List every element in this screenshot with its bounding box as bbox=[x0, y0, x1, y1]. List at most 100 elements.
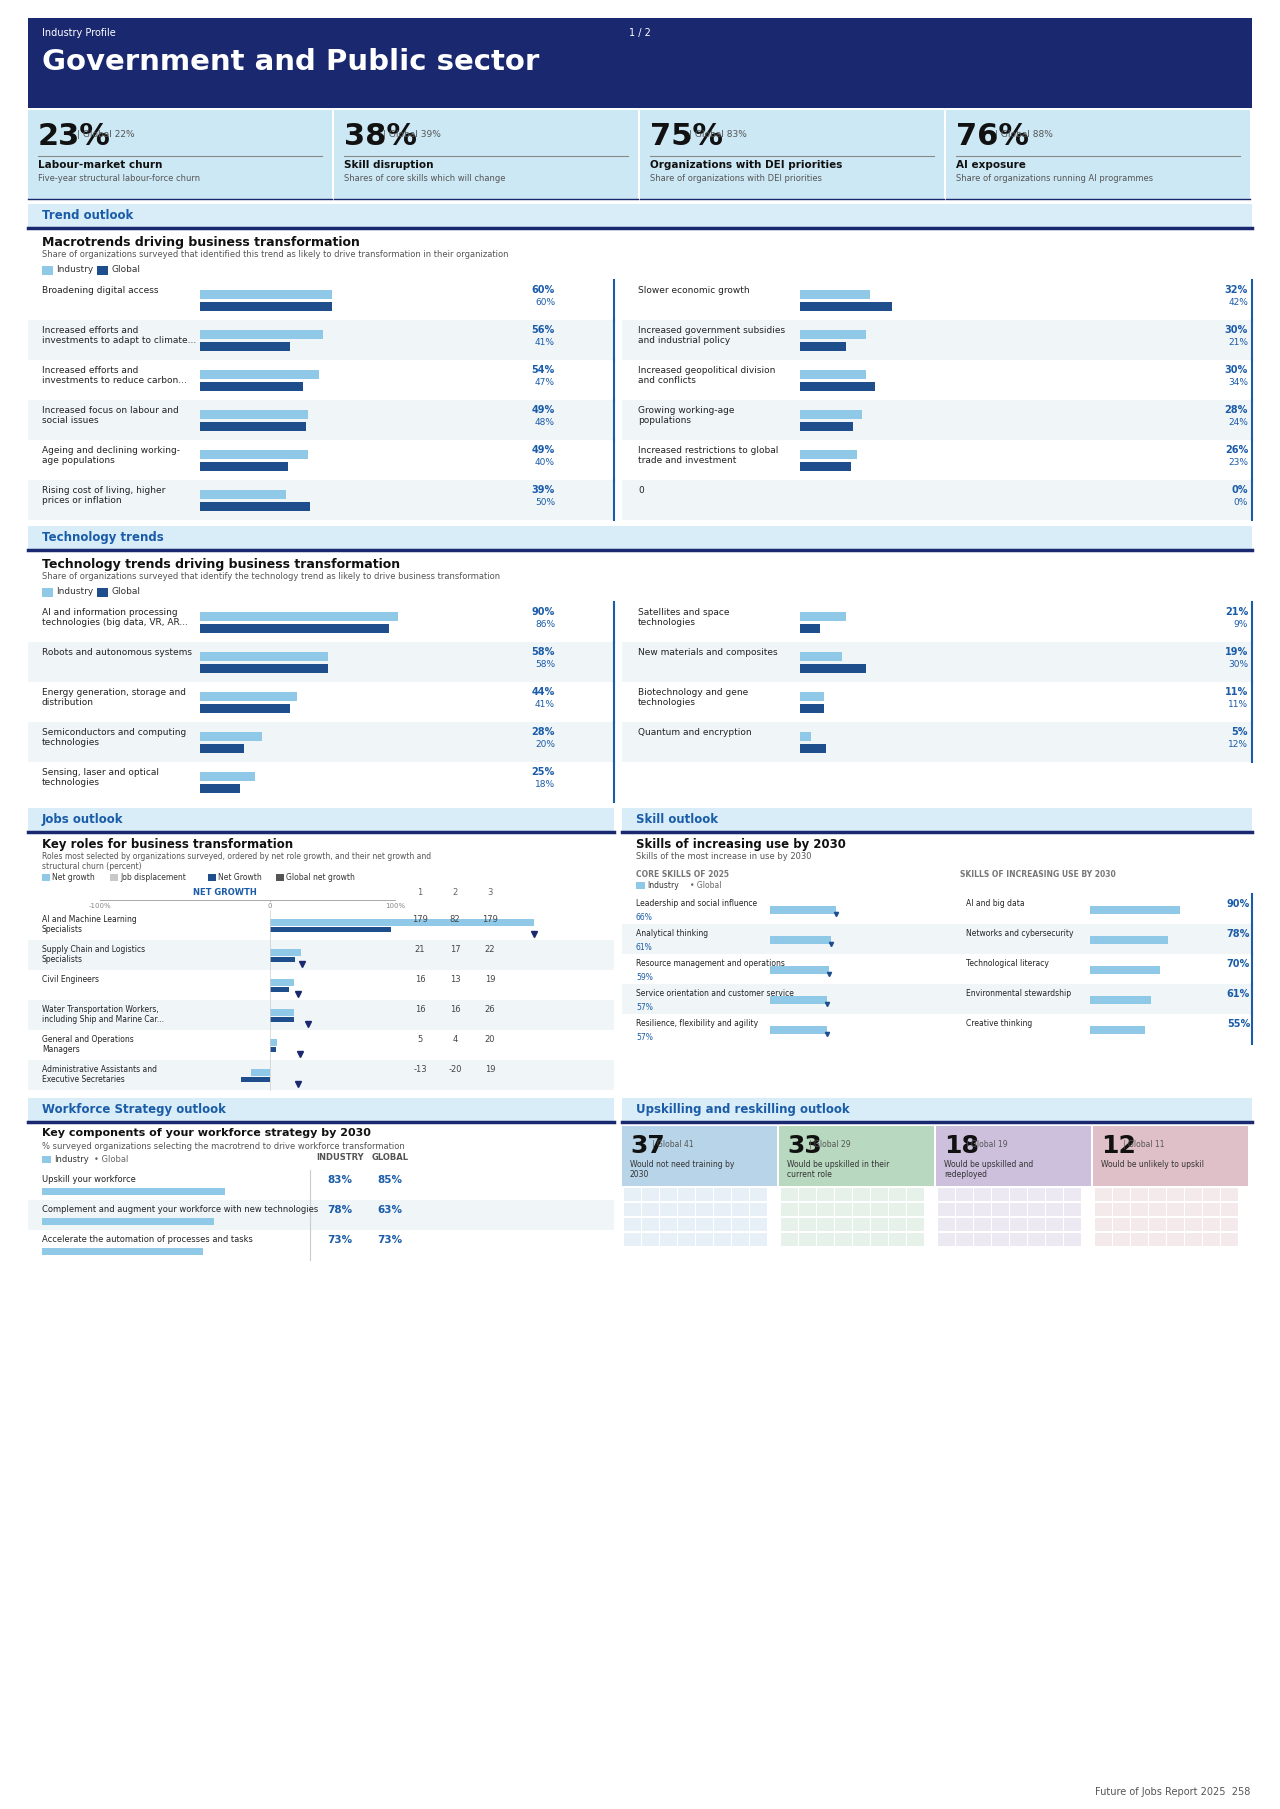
Text: 100%: 100% bbox=[385, 903, 404, 908]
Text: 73%: 73% bbox=[328, 1236, 352, 1245]
Bar bbox=[28, 18, 1252, 109]
Bar bbox=[957, 894, 1252, 924]
Text: 70%: 70% bbox=[1226, 959, 1251, 970]
Text: 86%: 86% bbox=[535, 620, 556, 630]
Bar bbox=[200, 411, 307, 420]
Text: 1 / 2: 1 / 2 bbox=[628, 27, 652, 38]
Bar bbox=[835, 1217, 852, 1230]
Bar bbox=[28, 204, 1252, 228]
Text: Accelerate the automation of processes and tasks: Accelerate the automation of processes a… bbox=[42, 1236, 253, 1245]
Text: INDUSTRY: INDUSTRY bbox=[316, 1152, 364, 1161]
Bar bbox=[1114, 1217, 1130, 1230]
Bar bbox=[1094, 1189, 1112, 1201]
Bar bbox=[270, 979, 293, 986]
Text: 57%: 57% bbox=[636, 1002, 653, 1011]
Bar bbox=[1132, 1217, 1148, 1230]
Text: 5%: 5% bbox=[1231, 727, 1248, 736]
Bar bbox=[1221, 1203, 1238, 1216]
Text: 17: 17 bbox=[449, 944, 461, 953]
Bar bbox=[1093, 1125, 1248, 1187]
Bar bbox=[625, 1203, 641, 1216]
Text: Skill disruption: Skill disruption bbox=[344, 159, 434, 170]
Text: Macrotrends driving business transformation: Macrotrends driving business transformat… bbox=[42, 235, 360, 250]
Text: 28%: 28% bbox=[1225, 405, 1248, 414]
Text: 18: 18 bbox=[945, 1134, 979, 1158]
Text: SKILLS OF INCREASING USE BY 2030: SKILLS OF INCREASING USE BY 2030 bbox=[960, 870, 1116, 879]
Bar bbox=[678, 1189, 695, 1201]
Bar bbox=[956, 1234, 973, 1246]
Text: Industry: Industry bbox=[56, 586, 93, 595]
Text: Leadership and social influence: Leadership and social influence bbox=[636, 899, 758, 908]
Bar bbox=[1185, 1189, 1202, 1201]
Text: 39%: 39% bbox=[531, 485, 556, 496]
Bar bbox=[771, 935, 831, 944]
Bar bbox=[28, 642, 614, 682]
Text: Government and Public sector: Government and Public sector bbox=[42, 49, 539, 76]
Text: | Global 19: | Global 19 bbox=[966, 1140, 1007, 1149]
Text: | Global 88%: | Global 88% bbox=[995, 130, 1053, 139]
Bar bbox=[750, 1234, 767, 1246]
Bar bbox=[200, 704, 291, 713]
Bar bbox=[800, 289, 870, 298]
Bar bbox=[622, 440, 1252, 479]
Text: 0: 0 bbox=[637, 487, 644, 496]
Text: 76%: 76% bbox=[956, 121, 1029, 150]
Text: Ageing and declining working-
age populations: Ageing and declining working- age popula… bbox=[42, 447, 180, 465]
Bar bbox=[992, 1234, 1009, 1246]
Bar bbox=[1064, 1234, 1082, 1246]
Text: 11%: 11% bbox=[1225, 687, 1248, 696]
Text: Global: Global bbox=[111, 586, 140, 595]
Bar bbox=[946, 110, 1251, 201]
Text: 30%: 30% bbox=[1228, 660, 1248, 669]
Bar bbox=[660, 1234, 677, 1246]
Bar bbox=[696, 1203, 713, 1216]
Bar bbox=[1010, 1217, 1027, 1230]
Text: Skills of the most increase in use by 2030: Skills of the most increase in use by 20… bbox=[636, 852, 812, 861]
Text: Net growth: Net growth bbox=[52, 874, 95, 883]
Text: Biotechnology and gene
technologies: Biotechnology and gene technologies bbox=[637, 687, 749, 707]
Bar bbox=[974, 1234, 991, 1246]
Text: 41%: 41% bbox=[535, 700, 556, 709]
Bar bbox=[1203, 1217, 1220, 1230]
Bar bbox=[1132, 1189, 1148, 1201]
Bar bbox=[781, 1189, 797, 1201]
Text: Increased geopolitical division
and conflicts: Increased geopolitical division and conf… bbox=[637, 365, 776, 385]
Text: Increased government subsidies
and industrial policy: Increased government subsidies and indus… bbox=[637, 326, 785, 346]
Bar bbox=[622, 722, 1252, 762]
Bar bbox=[956, 1217, 973, 1230]
Text: 73%: 73% bbox=[378, 1236, 403, 1245]
Text: 59%: 59% bbox=[636, 973, 653, 982]
Text: | Global 11: | Global 11 bbox=[1123, 1140, 1165, 1149]
Text: 49%: 49% bbox=[531, 445, 556, 456]
Bar bbox=[1028, 1234, 1044, 1246]
Text: Analytical thinking: Analytical thinking bbox=[636, 930, 708, 939]
Text: Upskilling and reskilling outlook: Upskilling and reskilling outlook bbox=[636, 1103, 850, 1116]
Bar bbox=[696, 1189, 713, 1201]
Text: Complement and augment your workforce with new technologies: Complement and augment your workforce wi… bbox=[42, 1205, 319, 1214]
Text: Technology trends: Technology trends bbox=[42, 532, 164, 545]
Text: 28%: 28% bbox=[531, 727, 556, 736]
Text: 33: 33 bbox=[787, 1134, 822, 1158]
Text: 40%: 40% bbox=[535, 458, 556, 467]
Bar bbox=[800, 411, 861, 420]
Bar bbox=[890, 1234, 906, 1246]
Bar bbox=[200, 611, 398, 620]
Text: AI and Machine Learning
Specialists: AI and Machine Learning Specialists bbox=[42, 915, 137, 935]
Bar bbox=[200, 743, 244, 753]
Text: Skill outlook: Skill outlook bbox=[636, 812, 718, 827]
Text: 16: 16 bbox=[415, 1006, 425, 1015]
Bar bbox=[1046, 1203, 1062, 1216]
Bar bbox=[660, 1189, 677, 1201]
Text: Job displacement: Job displacement bbox=[120, 874, 186, 883]
Bar bbox=[622, 953, 957, 984]
Bar bbox=[852, 1217, 870, 1230]
Bar bbox=[678, 1234, 695, 1246]
Bar bbox=[200, 450, 307, 459]
Text: Key roles for business transformation: Key roles for business transformation bbox=[42, 838, 293, 850]
Text: | Global 29: | Global 29 bbox=[809, 1140, 851, 1149]
Bar bbox=[97, 266, 108, 275]
Bar bbox=[974, 1217, 991, 1230]
Bar bbox=[732, 1217, 749, 1230]
Bar bbox=[200, 772, 255, 781]
Bar bbox=[42, 1156, 51, 1163]
